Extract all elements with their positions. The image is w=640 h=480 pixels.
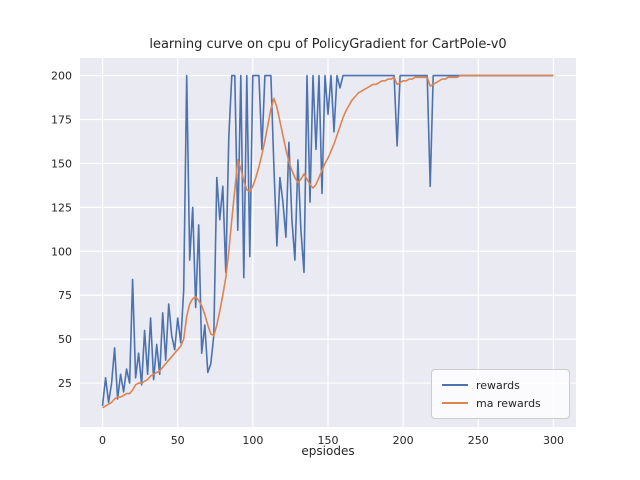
- legend: rewards ma rewards: [431, 369, 570, 419]
- y-tick-label: 25: [58, 377, 72, 390]
- legend-label: rewards: [476, 378, 520, 392]
- x-tick-label: 50: [171, 434, 185, 447]
- x-tick-label: 300: [543, 434, 564, 447]
- x-axis-label: epsiodes: [301, 444, 355, 458]
- series-line-ma-rewards: [102, 74, 554, 409]
- y-tick-label: 125: [51, 201, 72, 214]
- legend-item-rewards: rewards: [442, 376, 559, 394]
- y-tick-label: 100: [51, 245, 72, 258]
- ma-rewards-line-swatch: [442, 402, 468, 404]
- y-tick-label: 75: [58, 289, 72, 302]
- x-tick-label: 0: [99, 434, 106, 447]
- legend-label: ma rewards: [476, 396, 541, 410]
- y-tick-label: 150: [51, 157, 72, 170]
- x-tick-label: 250: [468, 434, 489, 447]
- chart-title: learning curve on cpu of PolicyGradient …: [149, 37, 507, 52]
- y-tick-label: 50: [58, 333, 72, 346]
- legend-item-ma-rewards: ma rewards: [442, 394, 559, 412]
- rewards-line-swatch: [442, 384, 468, 386]
- y-tick-label: 200: [51, 70, 72, 83]
- x-tick-label: 100: [242, 434, 263, 447]
- y-tick-label: 175: [51, 114, 72, 127]
- x-tick-label: 150: [318, 434, 339, 447]
- x-tick-label: 200: [393, 434, 414, 447]
